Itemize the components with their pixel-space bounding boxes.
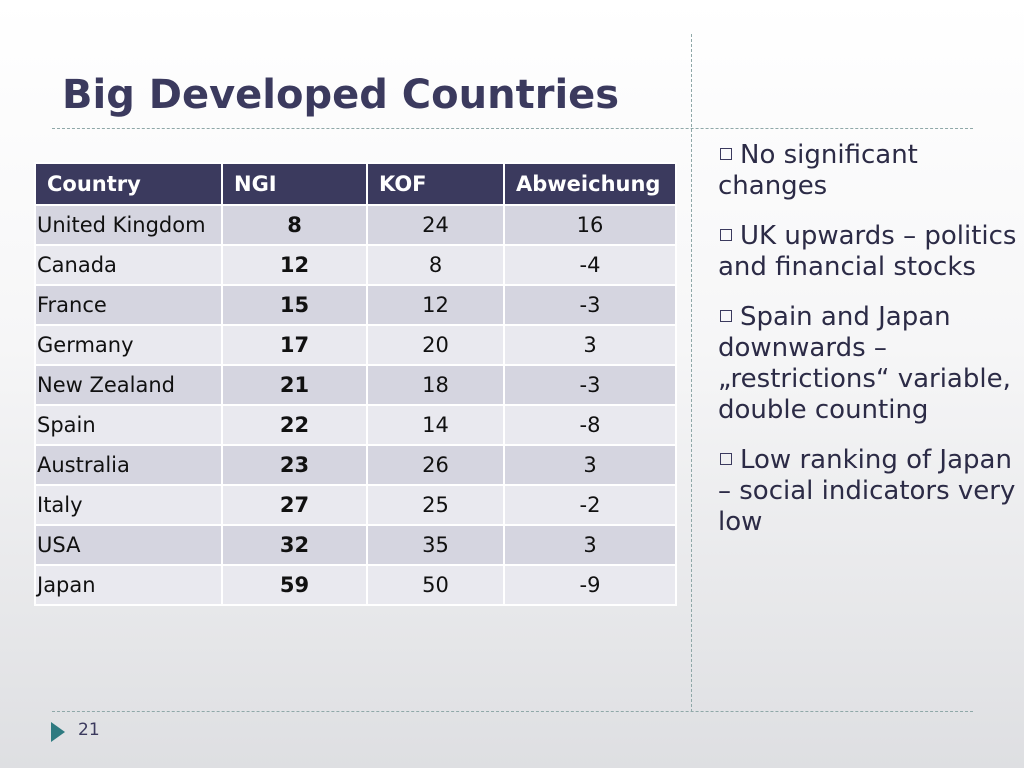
- checkbox-bullet-icon: [720, 148, 732, 160]
- cell-ngi: 17: [221, 324, 368, 366]
- cell-country: Spain: [34, 404, 223, 446]
- cell-abweichung: -2: [503, 484, 677, 526]
- cell-ngi: 21: [221, 364, 368, 406]
- cell-kof: 26: [366, 444, 505, 486]
- checkbox-bullet-icon: [720, 310, 732, 322]
- bullet-item: Spain and Japan downwards – „restriction…: [718, 302, 1018, 426]
- cell-country: France: [34, 284, 223, 326]
- cell-ngi: 32: [221, 524, 368, 566]
- header-kof: KOF: [366, 162, 505, 206]
- bullet-item: UK upwards – politics and financial stoc…: [718, 221, 1018, 283]
- table-row: France 15 12 -3: [34, 284, 677, 326]
- cell-ngi: 15: [221, 284, 368, 326]
- cell-ngi: 59: [221, 564, 368, 606]
- bullet-text: No significant changes: [718, 140, 918, 201]
- cell-country: USA: [34, 524, 223, 566]
- table-row: Canada 12 8 -4: [34, 244, 677, 286]
- cell-kof: 35: [366, 524, 505, 566]
- header-abweichung: Abweichung: [503, 162, 677, 206]
- column-divider: [691, 34, 692, 712]
- cell-abweichung: 3: [503, 444, 677, 486]
- table-row: Australia 23 26 3: [34, 444, 677, 486]
- cell-ngi: 22: [221, 404, 368, 446]
- cell-country: New Zealand: [34, 364, 223, 406]
- cell-country: United Kingdom: [34, 204, 223, 246]
- cell-kof: 18: [366, 364, 505, 406]
- slide-title: Big Developed Countries: [62, 72, 620, 118]
- cell-kof: 20: [366, 324, 505, 366]
- bullet-text: Spain and Japan downwards – „restriction…: [718, 302, 1011, 425]
- cell-kof: 50: [366, 564, 505, 606]
- bullet-item: Low ranking of Japan – social indicators…: [718, 445, 1018, 538]
- checkbox-bullet-icon: [720, 453, 732, 465]
- cell-country: Italy: [34, 484, 223, 526]
- bullet-text: UK upwards – politics and financial stoc…: [718, 221, 1017, 282]
- cell-abweichung: -9: [503, 564, 677, 606]
- footer-divider: [52, 711, 973, 712]
- bullet-item: No significant changes: [718, 140, 1018, 202]
- cell-ngi: 8: [221, 204, 368, 246]
- cell-country: Japan: [34, 564, 223, 606]
- play-arrow-icon: [51, 722, 65, 742]
- cell-abweichung: 3: [503, 524, 677, 566]
- countries-table: Country NGI KOF Abweichung United Kingdo…: [34, 162, 677, 606]
- cell-kof: 8: [366, 244, 505, 286]
- cell-kof: 24: [366, 204, 505, 246]
- table-header-row: Country NGI KOF Abweichung: [34, 162, 677, 206]
- checkbox-bullet-icon: [720, 229, 732, 241]
- table-row: USA 32 35 3: [34, 524, 677, 566]
- cell-abweichung: 16: [503, 204, 677, 246]
- cell-ngi: 27: [221, 484, 368, 526]
- table-row: Italy 27 25 -2: [34, 484, 677, 526]
- cell-kof: 14: [366, 404, 505, 446]
- table-row: Japan 59 50 -9: [34, 564, 677, 606]
- cell-kof: 25: [366, 484, 505, 526]
- cell-abweichung: -3: [503, 364, 677, 406]
- cell-ngi: 12: [221, 244, 368, 286]
- table-row: Germany 17 20 3: [34, 324, 677, 366]
- cell-kof: 12: [366, 284, 505, 326]
- bullet-text: Low ranking of Japan – social indicators…: [718, 445, 1016, 537]
- cell-country: Germany: [34, 324, 223, 366]
- header-country: Country: [34, 162, 223, 206]
- cell-abweichung: -8: [503, 404, 677, 446]
- cell-abweichung: -3: [503, 284, 677, 326]
- cell-country: Australia: [34, 444, 223, 486]
- cell-country: Canada: [34, 244, 223, 286]
- cell-abweichung: -4: [503, 244, 677, 286]
- header-ngi: NGI: [221, 162, 368, 206]
- page-number: 21: [78, 720, 100, 740]
- bullet-list: No significant changes UK upwards – poli…: [718, 140, 1018, 557]
- table-row: New Zealand 21 18 -3: [34, 364, 677, 406]
- title-divider: [52, 128, 973, 129]
- cell-abweichung: 3: [503, 324, 677, 366]
- cell-ngi: 23: [221, 444, 368, 486]
- table-row: United Kingdom 8 24 16: [34, 204, 677, 246]
- table-row: Spain 22 14 -8: [34, 404, 677, 446]
